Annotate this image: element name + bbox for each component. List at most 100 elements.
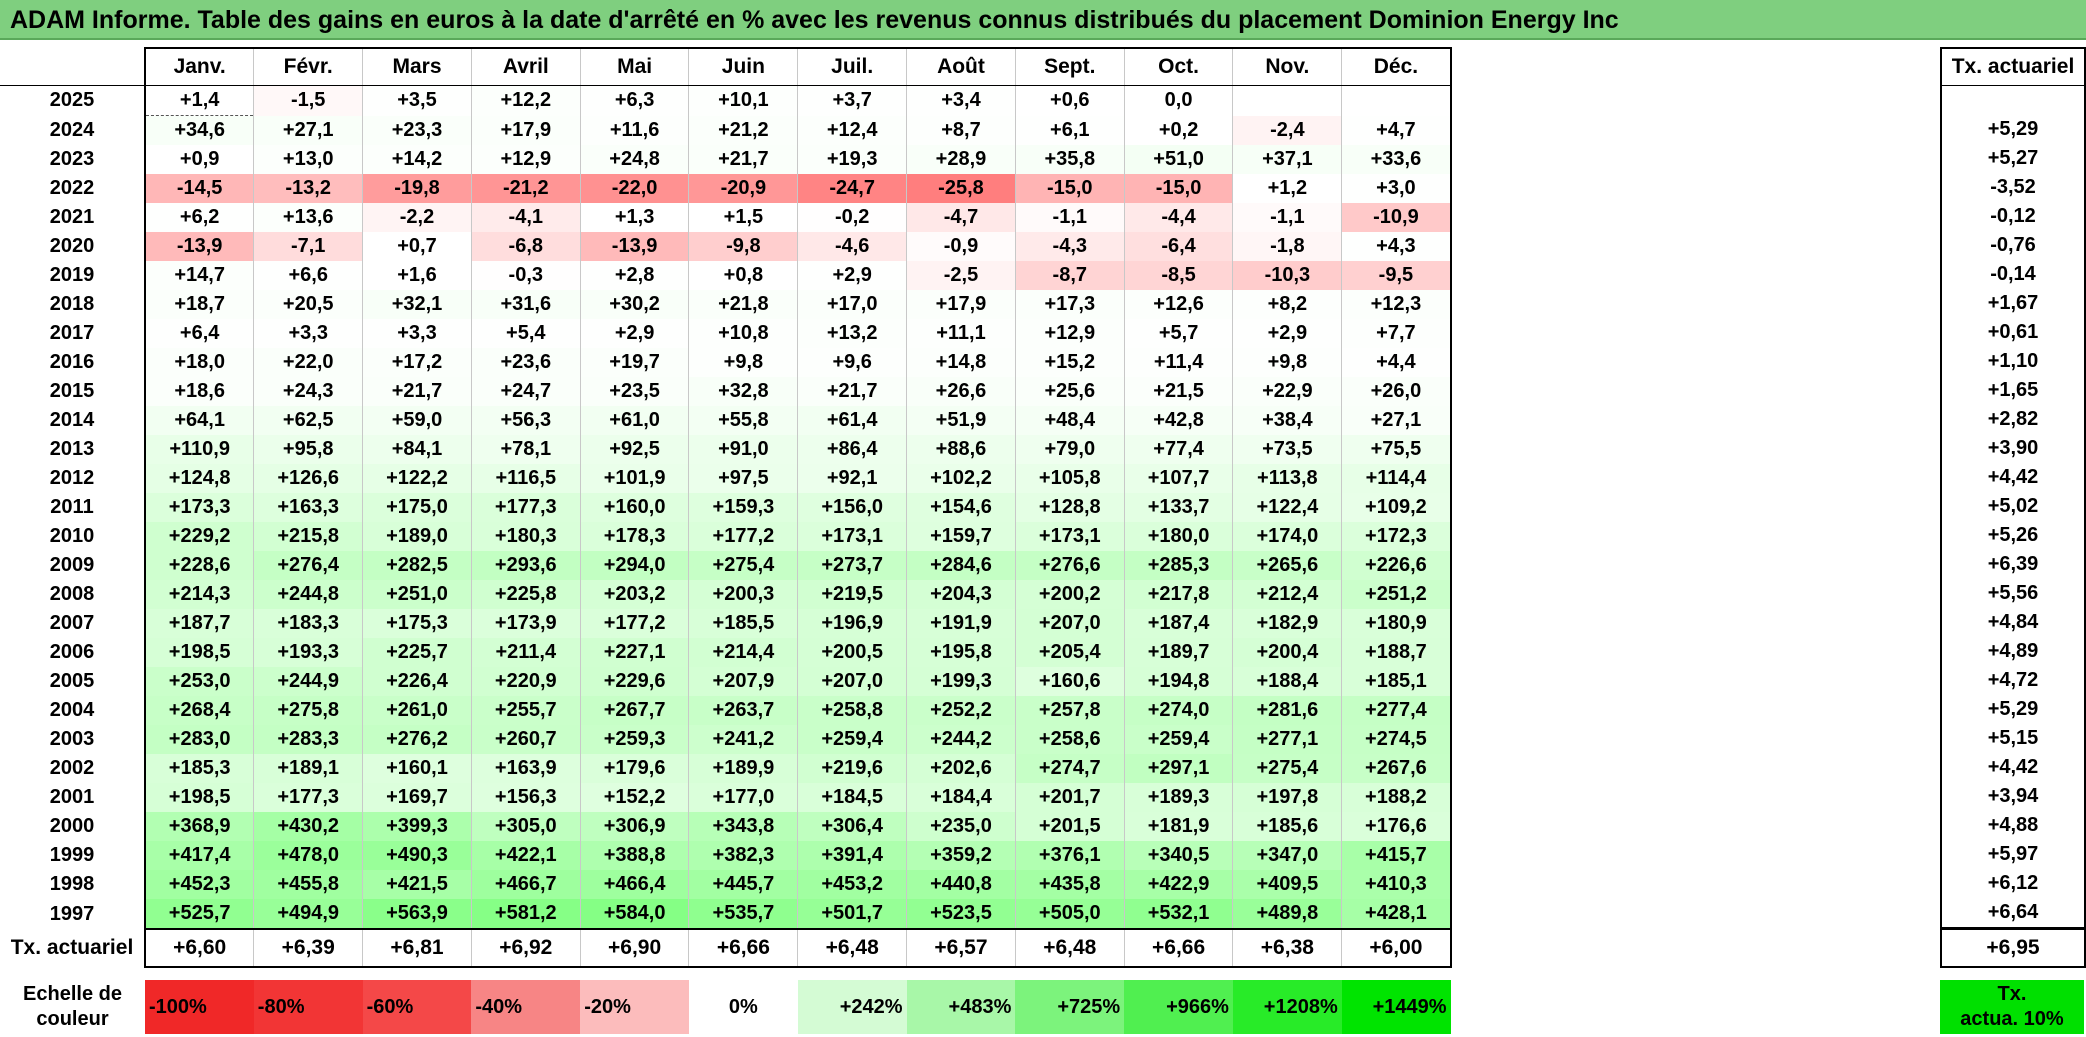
gain-cell: +15,2 bbox=[1014, 348, 1125, 377]
gain-cell: +26,0 bbox=[1341, 377, 1452, 406]
gain-cell: +211,4 bbox=[470, 638, 581, 667]
annual-rate-header: Tx. actuariel bbox=[1940, 47, 2086, 86]
table-row: 2025 +1,4 -1,5 +3,5 +12,2 +6,3 +10,1 +3,7 +3,4 +0… bbox=[0, 85, 1452, 116]
gain-cell: +219,5 bbox=[797, 580, 907, 609]
gain-cell: +277,4 bbox=[1341, 696, 1452, 725]
gain-cell: +3,4 bbox=[906, 85, 1016, 116]
gain-cell: +122,2 bbox=[362, 464, 472, 493]
annual-rate-value: -0,14 bbox=[1940, 260, 2086, 289]
month-header: Déc. bbox=[1341, 47, 1452, 86]
gain-cell: +163,9 bbox=[470, 754, 581, 783]
table-row: 1998 +452,3 +455,8 +421,5 +466,7 +466,4 +445,7… bbox=[0, 870, 1452, 899]
monthly-rate-value: +6,66 bbox=[688, 928, 798, 968]
gain-cell: +175,0 bbox=[362, 493, 472, 522]
color-scale-label: Echelle de couleur bbox=[23, 983, 122, 1030]
gain-cell: +25,6 bbox=[1014, 377, 1125, 406]
gain-cell: +263,7 bbox=[688, 696, 798, 725]
monthly-rate-value: +6,92 bbox=[470, 928, 581, 968]
gain-cell: +180,3 bbox=[470, 522, 581, 551]
gain-cell: +227,1 bbox=[579, 638, 689, 667]
gain-cell: -1,1 bbox=[1232, 203, 1342, 232]
gain-cell: +126,6 bbox=[253, 464, 363, 493]
table-row: 1999 +417,4 +478,0 +490,3 +422,1 +388,8 +382,3… bbox=[0, 841, 1452, 870]
gain-cell: +18,0 bbox=[144, 348, 254, 377]
gain-cell: +189,3 bbox=[1123, 783, 1233, 812]
gain-cell: +275,4 bbox=[688, 551, 798, 580]
gain-cell: +30,2 bbox=[579, 290, 689, 319]
gain-cell: +34,6 bbox=[144, 115, 254, 145]
gain-cell: +185,1 bbox=[1341, 667, 1452, 696]
gain-cell: +494,9 bbox=[253, 899, 363, 930]
gain-cell: +101,9 bbox=[579, 464, 689, 493]
gain-cell: +259,4 bbox=[1123, 725, 1233, 754]
gain-cell: +191,9 bbox=[906, 609, 1016, 638]
gain-cell: +306,4 bbox=[797, 812, 907, 841]
gain-cell: +189,1 bbox=[253, 754, 363, 783]
gain-cell: +20,5 bbox=[253, 290, 363, 319]
annual-rate-value: +6,12 bbox=[1940, 869, 2086, 898]
gain-cell: -6,8 bbox=[470, 232, 581, 261]
gain-cell: +13,2 bbox=[797, 319, 907, 348]
gain-cell: +276,6 bbox=[1014, 551, 1125, 580]
gain-cell: +340,5 bbox=[1123, 841, 1233, 870]
gain-cell: +92,5 bbox=[579, 435, 689, 464]
gain-cell: +274,7 bbox=[1014, 754, 1125, 783]
monthly-rate-value: +6,00 bbox=[1341, 928, 1452, 968]
gain-cell: +75,5 bbox=[1341, 435, 1452, 464]
gain-cell: +61,0 bbox=[579, 406, 689, 435]
gain-cell: +27,1 bbox=[1341, 406, 1452, 435]
gain-cell: +187,4 bbox=[1123, 609, 1233, 638]
table-row: 2019 +14,7 +6,6 +1,6 -0,3 +2,8 +0,8 +2,9 -2,5 -8,… bbox=[0, 261, 1452, 290]
gain-cell: +21,7 bbox=[797, 377, 907, 406]
annual-rate-value: +0,61 bbox=[1940, 318, 2086, 347]
gain-cell: +173,1 bbox=[1014, 522, 1125, 551]
gain-cell: +9,8 bbox=[688, 348, 798, 377]
gain-cell: +37,1 bbox=[1232, 145, 1342, 174]
table-row: 2004 +268,4 +275,8 +261,0 +255,7 +267,7 +263,7… bbox=[0, 696, 1452, 725]
gain-cell: +128,8 bbox=[1014, 493, 1125, 522]
gain-cell: +21,7 bbox=[688, 145, 798, 174]
gain-cell: +453,2 bbox=[797, 870, 907, 899]
gain-cell: -15,0 bbox=[1014, 174, 1125, 203]
gain-cell: +64,1 bbox=[144, 406, 254, 435]
gain-cell: +252,2 bbox=[906, 696, 1016, 725]
gain-cell: -0,9 bbox=[906, 232, 1016, 261]
annual-rate-value: +5,56 bbox=[1940, 579, 2086, 608]
gain-cell: +22,0 bbox=[253, 348, 363, 377]
gain-cell: +194,8 bbox=[1123, 667, 1233, 696]
gain-cell: +0,2 bbox=[1123, 115, 1233, 145]
gain-cell: +27,1 bbox=[253, 115, 363, 145]
gain-cell: +24,7 bbox=[470, 377, 581, 406]
gain-cell: +452,3 bbox=[144, 870, 254, 899]
table-row: 2007 +187,7 +183,3 +175,3 +173,9 +177,2 +185,5… bbox=[0, 609, 1452, 638]
annual-rate-value: -3,52 bbox=[1940, 173, 2086, 202]
gain-cell: +563,9 bbox=[362, 899, 472, 930]
gain-cell: +184,5 bbox=[797, 783, 907, 812]
gain-cell: +6,1 bbox=[1014, 115, 1125, 145]
gain-cell: +59,0 bbox=[362, 406, 472, 435]
gain-cell: +0,7 bbox=[362, 232, 472, 261]
gain-cell: +22,9 bbox=[1232, 377, 1342, 406]
gain-cell: +84,1 bbox=[362, 435, 472, 464]
gain-cell: +0,6 bbox=[1014, 85, 1125, 116]
gain-cell: +225,8 bbox=[470, 580, 581, 609]
total-rate-cell: +6,95 bbox=[1940, 928, 2086, 968]
gain-cell: +212,4 bbox=[1232, 580, 1342, 609]
gain-cell: +156,3 bbox=[470, 783, 581, 812]
gain-cell: -1,5 bbox=[253, 85, 363, 116]
gain-cell: +11,6 bbox=[579, 115, 689, 145]
gain-cell: -2,5 bbox=[906, 261, 1016, 290]
annual-rate-value: +3,90 bbox=[1940, 434, 2086, 463]
gain-cell: +205,4 bbox=[1014, 638, 1125, 667]
annual-rate-value: +4,42 bbox=[1940, 753, 2086, 782]
gain-cell: +180,0 bbox=[1123, 522, 1233, 551]
gain-cell: +11,4 bbox=[1123, 348, 1233, 377]
gain-cell: +175,3 bbox=[362, 609, 472, 638]
year-label: 2023 bbox=[49, 148, 95, 170]
gain-cell: +207,0 bbox=[797, 667, 907, 696]
gain-cell: +5,7 bbox=[1123, 319, 1233, 348]
year-label: 1997 bbox=[49, 902, 95, 925]
color-scale-swatch: -80% bbox=[253, 980, 363, 1034]
gain-cell: +55,8 bbox=[688, 406, 798, 435]
gain-cell: +31,6 bbox=[470, 290, 581, 319]
